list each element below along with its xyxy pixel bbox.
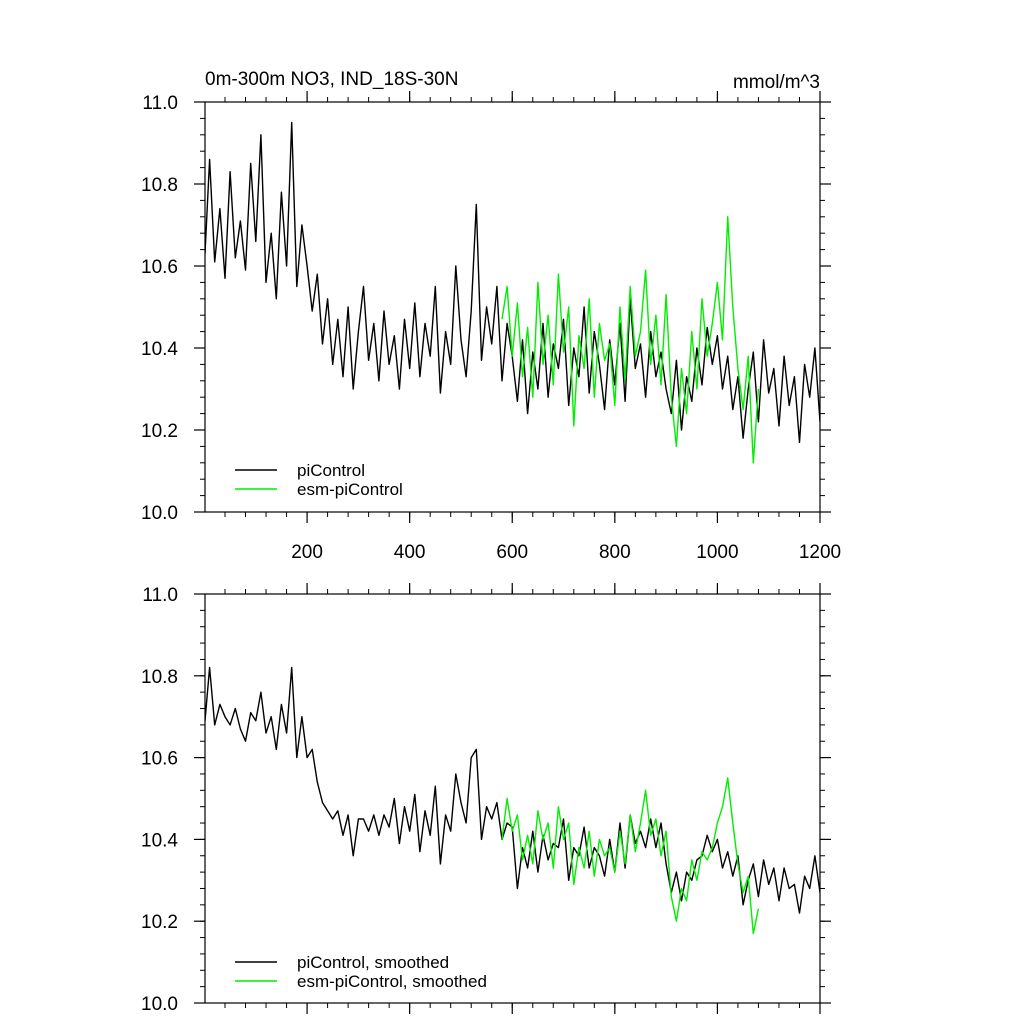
x-tick-label: 600 — [496, 542, 528, 563]
bottom-panel: 10.0 10.2 10.4 10.6 10.8 11.0 piControl, smoot… — [141, 583, 831, 1015]
y-tick-label: 10.8 — [141, 175, 178, 196]
y-tick-label: 10.4 — [141, 339, 178, 360]
legend-label: piControl — [297, 461, 365, 480]
y-tick-label: 10.4 — [141, 830, 178, 851]
legend-label: esm-piControl — [297, 480, 403, 499]
x-tick-label: 200 — [291, 542, 323, 563]
y-tick-label: 10.2 — [141, 912, 178, 933]
units-label: mmol/m^3 — [733, 72, 820, 93]
series-line-esm-picontrol — [501, 216, 760, 464]
series-line-picontrol-smoothed — [205, 666, 820, 914]
top-panel: 10.0 10.2 10.4 10.6 10.8 11.0 200 400 600 800 1000… — [141, 91, 841, 563]
series-line-picontrol — [205, 121, 820, 443]
y-tick-label: 10.2 — [141, 421, 178, 442]
y-tick-label: 10.6 — [141, 257, 178, 278]
x-tick-label: 800 — [599, 542, 631, 563]
y-tick-label: 11.0 — [142, 93, 178, 114]
plot-frame — [204, 101, 821, 513]
y-tick-label: 10.6 — [141, 749, 178, 770]
y-tick-label: 11.0 — [142, 585, 178, 606]
series-line-esm-picontrol-smoothed — [501, 777, 760, 935]
x-tick-label: 1200 — [799, 542, 841, 563]
y-tick-label: 10.0 — [141, 503, 178, 524]
y-tick-label: 10.0 — [141, 994, 178, 1015]
figure-title: 0m-300m NO3, IND_18S-30N — [205, 69, 458, 90]
plot-frame — [204, 593, 821, 1004]
x-tick-label: 1000 — [696, 542, 738, 563]
x-tick-label: 400 — [394, 542, 426, 563]
y-tick-label: 10.8 — [141, 667, 178, 688]
legend-label: esm-piControl, smoothed — [297, 972, 487, 991]
legend-label: piControl, smoothed — [297, 953, 449, 972]
